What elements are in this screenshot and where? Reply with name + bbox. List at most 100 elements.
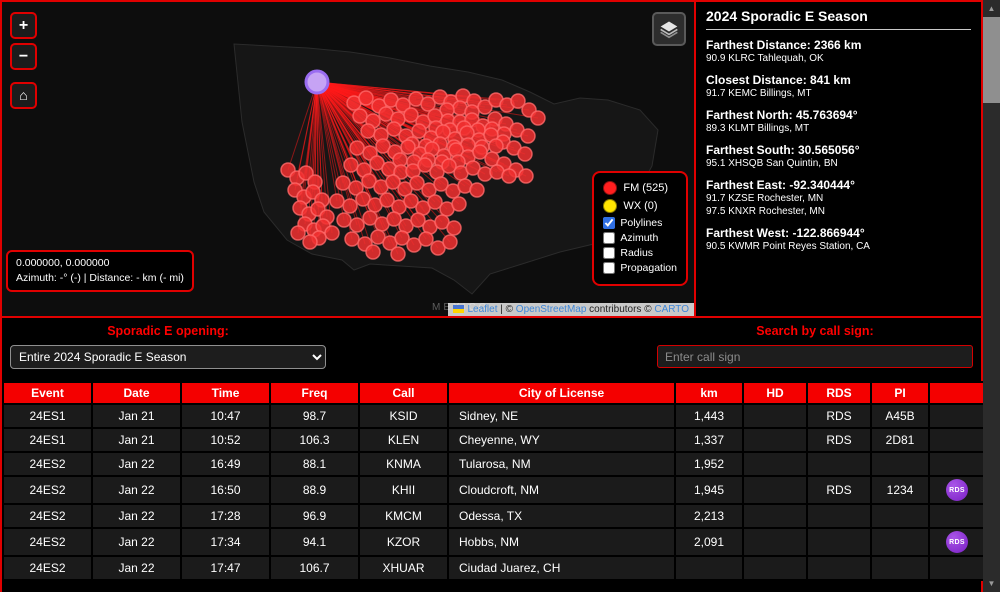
fm-station-marker[interactable] xyxy=(360,123,376,139)
fm-station-marker[interactable] xyxy=(397,181,413,197)
fm-station-marker[interactable] xyxy=(390,246,406,262)
fm-station-marker[interactable] xyxy=(469,182,485,198)
fm-station-marker[interactable] xyxy=(403,107,419,123)
fm-station-marker[interactable] xyxy=(409,175,425,191)
fm-station-marker[interactable] xyxy=(369,155,385,171)
legend-marker-icon xyxy=(603,181,618,195)
legend-toggle-polylines[interactable]: Polylines xyxy=(603,217,677,229)
leaflet-link[interactable]: Leaflet xyxy=(467,304,498,315)
fm-station-marker[interactable] xyxy=(343,157,359,173)
callsign-search-input[interactable] xyxy=(657,345,973,368)
fm-station-marker[interactable] xyxy=(433,176,449,192)
map-canvas[interactable]: MEXICO xyxy=(2,2,694,316)
fm-station-marker[interactable] xyxy=(324,225,340,241)
table-row[interactable]: 24ES2 Jan 22 17:47 106.7 XHUAR Ciudad Juarez,… xyxy=(2,555,986,581)
fm-station-marker[interactable] xyxy=(329,193,345,209)
polylines-checkbox[interactable] xyxy=(603,217,616,229)
fm-station-marker[interactable] xyxy=(518,168,534,184)
cell-time: 16:49 xyxy=(180,451,271,477)
azimuth-checkbox[interactable] xyxy=(603,232,616,244)
openstreetmap-link[interactable]: OpenStreetMap xyxy=(515,304,587,315)
carto-link[interactable]: CARTO xyxy=(654,304,689,315)
fm-station-marker[interactable] xyxy=(344,231,360,247)
fm-station-marker[interactable] xyxy=(472,144,488,160)
fm-station-marker[interactable] xyxy=(375,138,391,154)
fm-station-marker[interactable] xyxy=(510,93,526,109)
fm-station-marker[interactable] xyxy=(395,97,411,113)
cell-city: Odessa, TX xyxy=(447,503,676,529)
fm-station-marker[interactable] xyxy=(365,244,381,260)
fm-station-marker[interactable] xyxy=(411,123,427,139)
fm-station-marker[interactable] xyxy=(434,214,450,230)
fm-station-marker[interactable] xyxy=(302,234,318,250)
fm-station-marker[interactable] xyxy=(403,193,419,209)
fm-station-marker[interactable] xyxy=(370,229,386,245)
legend-toggle-azimuth[interactable]: Azimuth xyxy=(603,232,677,244)
attribution-text: | © xyxy=(497,304,516,315)
rds-badge-icon[interactable]: RDS xyxy=(946,531,968,553)
cell-km: 1,443 xyxy=(674,403,744,429)
table-row[interactable]: 24ES1 Jan 21 10:52 106.3 KLEN Cheyenne, WY 1,3… xyxy=(2,427,986,453)
fm-station-marker[interactable] xyxy=(386,211,402,227)
radius-checkbox[interactable] xyxy=(603,247,616,259)
fm-station-marker[interactable] xyxy=(430,240,446,256)
fm-station-marker[interactable] xyxy=(441,158,457,174)
fm-station-marker[interactable] xyxy=(349,140,365,156)
zoom-out-button[interactable]: − xyxy=(10,43,37,70)
fm-station-marker[interactable] xyxy=(349,217,365,233)
fm-station-marker[interactable] xyxy=(355,191,371,207)
fm-station-marker[interactable] xyxy=(520,128,536,144)
table-row[interactable]: 24ES2 Jan 22 17:28 96.9 KMCM Odessa, TX 2,213 xyxy=(2,503,986,529)
fm-station-marker[interactable] xyxy=(385,174,401,190)
fm-station-marker[interactable] xyxy=(352,108,368,124)
legend-toggle-radius[interactable]: Radius xyxy=(603,247,677,259)
page-scrollbar[interactable]: ▲ ▼ xyxy=(983,0,1000,592)
fm-station-marker[interactable] xyxy=(400,139,416,155)
fm-station-marker[interactable] xyxy=(362,210,378,226)
fm-station-marker[interactable] xyxy=(298,165,314,181)
fm-station-marker[interactable] xyxy=(348,180,364,196)
fm-station-marker[interactable] xyxy=(361,173,377,189)
table-row[interactable]: 24ES1 Jan 21 10:47 98.7 KSID Sidney, NE 1,443 R… xyxy=(2,403,986,429)
fm-station-marker[interactable] xyxy=(335,175,351,191)
table-row[interactable]: 24ES2 Jan 22 17:34 94.1 KZOR Hobbs, NM 2,091 RD… xyxy=(2,527,986,557)
origin-marker[interactable] xyxy=(304,69,330,95)
fm-station-marker[interactable] xyxy=(418,231,434,247)
map[interactable]: MEXICO + − ⌂ FM (525) WX (0) Polylines Azi… xyxy=(2,2,694,316)
fm-station-marker[interactable] xyxy=(517,146,533,162)
fm-station-marker[interactable] xyxy=(386,121,402,137)
fm-station-marker[interactable] xyxy=(406,237,422,253)
propagation-checkbox[interactable] xyxy=(603,262,616,274)
fm-station-marker[interactable] xyxy=(446,220,462,236)
table-row[interactable]: 24ES2 Jan 22 16:50 88.9 KHII Cloudcroft, NM 1,… xyxy=(2,475,986,505)
fm-station-marker[interactable] xyxy=(358,90,374,106)
fm-station-marker[interactable] xyxy=(427,194,443,210)
fm-station-marker[interactable] xyxy=(488,138,504,154)
fm-station-marker[interactable] xyxy=(417,157,433,173)
fm-station-marker[interactable] xyxy=(394,230,410,246)
fm-station-marker[interactable] xyxy=(420,96,436,112)
fm-station-marker[interactable] xyxy=(290,225,306,241)
fm-station-marker[interactable] xyxy=(342,198,358,214)
table-row[interactable]: 24ES2 Jan 22 16:49 88.1 KNMA Tularosa, NM 1,95… xyxy=(2,451,986,477)
home-button[interactable]: ⌂ xyxy=(10,82,37,109)
fm-station-marker[interactable] xyxy=(421,182,437,198)
scrollbar-thumb[interactable] xyxy=(983,17,1000,103)
rds-badge-icon[interactable]: RDS xyxy=(946,479,968,501)
fm-station-marker[interactable] xyxy=(530,110,546,126)
fm-station-marker[interactable] xyxy=(465,160,481,176)
fm-station-marker[interactable] xyxy=(336,212,352,228)
opening-select[interactable]: Entire 2024 Sporadic E Season xyxy=(10,345,326,369)
fm-station-marker[interactable] xyxy=(477,99,493,115)
fm-station-marker[interactable] xyxy=(451,196,467,212)
scroll-up-button[interactable]: ▲ xyxy=(987,4,996,13)
scroll-down-button[interactable]: ▼ xyxy=(987,579,996,588)
layers-control-button[interactable] xyxy=(652,12,686,46)
fm-station-marker[interactable] xyxy=(379,192,395,208)
legend-toggle-propagation[interactable]: Propagation xyxy=(603,262,677,274)
fm-station-marker[interactable] xyxy=(442,234,458,250)
fm-station-marker[interactable] xyxy=(501,168,517,184)
zoom-in-button[interactable]: + xyxy=(10,12,37,39)
fm-station-marker[interactable] xyxy=(410,212,426,228)
